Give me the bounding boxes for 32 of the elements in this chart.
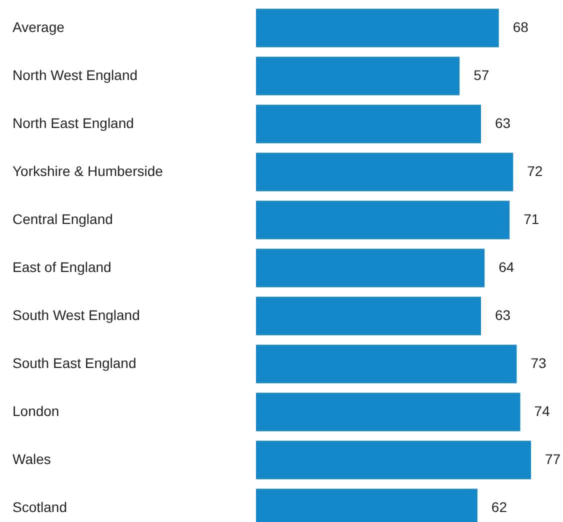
bar [256, 152, 514, 192]
data-label: 68 [512, 19, 529, 35]
y-tick-label: East of England [12, 259, 112, 275]
bar [256, 200, 510, 240]
y-tick-label: London [12, 403, 60, 419]
data-label: 77 [545, 451, 561, 467]
data-label: 63 [495, 115, 511, 131]
data-label: 72 [527, 163, 543, 179]
bar [256, 296, 481, 336]
y-tick-label: North West England [12, 67, 138, 83]
data-label: 71 [524, 211, 540, 227]
bar [256, 104, 481, 144]
data-label: 62 [491, 499, 508, 515]
bar [256, 344, 517, 384]
y-tick-label: South East England [12, 355, 136, 371]
bar [256, 56, 460, 96]
data-label: 73 [530, 355, 546, 371]
y-tick-label: Yorkshire & Humberside [12, 163, 164, 179]
y-tick-label: Scotland [12, 499, 67, 515]
data-label: 64 [498, 259, 514, 275]
bar [256, 392, 520, 432]
data-label: 63 [495, 307, 511, 323]
y-tick-label: Average [12, 19, 65, 35]
bar [256, 8, 499, 48]
y-tick-label: Wales [12, 451, 51, 467]
y-tick-label: North East England [12, 115, 134, 131]
y-tick-label: Central England [12, 211, 113, 227]
bar [256, 440, 531, 480]
data-label: 74 [534, 403, 550, 419]
data-label: 57 [474, 67, 490, 83]
bar [256, 248, 485, 288]
y-tick-label: South West England [12, 307, 140, 323]
